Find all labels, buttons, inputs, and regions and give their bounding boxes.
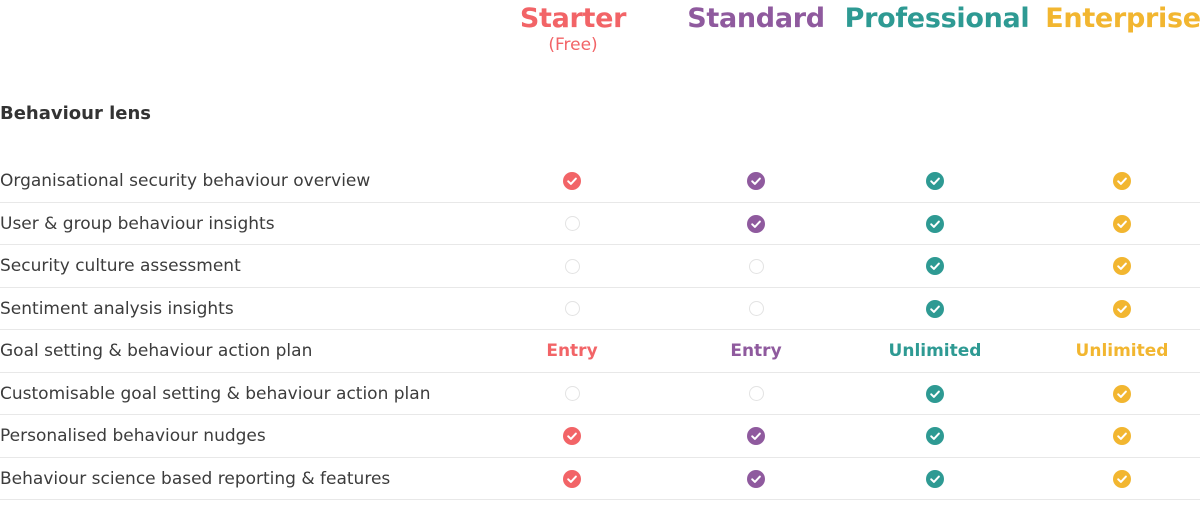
feature-cell-standard — [696, 458, 816, 500]
empty-circle-icon — [564, 301, 580, 316]
feature-cell-enterprise — [1062, 415, 1182, 457]
feature-label: User & group behaviour insights — [0, 213, 275, 234]
feature-label: Customisable goal setting & behaviour ac… — [0, 383, 431, 404]
section-title: Behaviour lens — [0, 103, 152, 124]
feature-row: Personalised behaviour nudges — [0, 415, 1200, 458]
feature-cell-professional — [875, 203, 995, 245]
check-circle-icon — [926, 172, 944, 190]
feature-cell-starter — [512, 415, 632, 457]
feature-cell-standard: Entry — [696, 330, 816, 372]
feature-cell-starter — [512, 203, 632, 245]
feature-cell-professional — [875, 415, 995, 457]
check-circle-icon — [563, 172, 581, 190]
empty-circle-icon — [564, 386, 580, 401]
feature-value-text: Entry — [546, 341, 598, 361]
empty-circle-icon — [748, 258, 764, 274]
check-circle-icon — [747, 172, 765, 190]
feature-cell-enterprise — [1062, 203, 1182, 245]
check-circle-icon — [1113, 299, 1131, 318]
plans-header: Starter (Free) Standard Professional Ent… — [480, 0, 1200, 70]
feature-cell-enterprise — [1062, 288, 1182, 330]
plan-enterprise-name: Enterprise — [1045, 3, 1200, 34]
feature-cell-enterprise — [1062, 245, 1182, 287]
feature-label: Sentiment analysis insights — [0, 298, 234, 319]
feature-row: Security culture assessment — [0, 245, 1200, 288]
check-circle-icon — [926, 427, 944, 445]
feature-row: User & group behaviour insights — [0, 203, 1200, 245]
check-circle-icon — [1113, 384, 1131, 403]
empty-circle-icon — [748, 301, 764, 316]
check-circle-icon — [926, 214, 944, 233]
feature-cell-standard — [696, 288, 816, 330]
feature-cell-starter — [512, 288, 632, 330]
feature-cell-enterprise — [1062, 458, 1182, 500]
feature-cell-standard — [696, 245, 816, 287]
feature-cell-starter — [512, 245, 632, 287]
plan-standard-name: Standard — [687, 3, 825, 34]
plan-starter: Starter (Free) — [492, 2, 654, 56]
plan-professional: Professional — [844, 2, 1030, 36]
check-circle-icon — [563, 469, 581, 488]
empty-circle-icon — [564, 216, 580, 231]
empty-circle-icon — [564, 258, 580, 274]
feature-value-text: Unlimited — [888, 341, 982, 361]
feature-row: Customisable goal setting & behaviour ac… — [0, 373, 1200, 415]
feature-cell-professional — [875, 160, 995, 202]
check-circle-icon — [747, 427, 765, 445]
check-circle-icon — [926, 257, 944, 275]
feature-cell-professional — [875, 458, 995, 500]
feature-label: Behaviour science based reporting & feat… — [0, 468, 391, 489]
feature-cell-professional — [875, 373, 995, 415]
plan-professional-name: Professional — [844, 3, 1030, 34]
feature-row: Behaviour science based reporting & feat… — [0, 458, 1200, 500]
feature-value-text: Entry — [730, 341, 782, 361]
feature-label: Personalised behaviour nudges — [0, 426, 266, 446]
check-circle-icon — [926, 469, 944, 488]
plan-standard: Standard — [676, 2, 836, 36]
feature-cell-enterprise — [1062, 373, 1182, 415]
feature-cell-standard — [696, 373, 816, 415]
plan-starter-name: Starter — [519, 3, 627, 34]
feature-row: Goal setting & behaviour action plan Entr… — [0, 330, 1200, 373]
feature-cell-professional — [875, 245, 995, 287]
feature-cell-enterprise: Unlimited — [1062, 330, 1182, 372]
plan-starter-sub: (Free) — [548, 35, 598, 55]
feature-row: Organisational security behaviour overvi… — [0, 160, 1200, 203]
feature-label: Goal setting & behaviour action plan — [0, 341, 313, 361]
feature-label: Security culture assessment — [0, 256, 241, 276]
feature-cell-standard — [696, 160, 816, 202]
check-circle-icon — [747, 214, 765, 233]
feature-cell-starter: Entry — [512, 330, 632, 372]
feature-label: Organisational security behaviour overvi… — [0, 171, 371, 191]
feature-row: Sentiment analysis insights — [0, 288, 1200, 330]
feature-cell-starter — [512, 160, 632, 202]
check-circle-icon — [1113, 427, 1131, 445]
check-circle-icon — [1113, 214, 1131, 233]
feature-cell-enterprise — [1062, 160, 1182, 202]
feature-value-text: Unlimited — [1075, 341, 1169, 361]
feature-cell-standard — [696, 203, 816, 245]
check-circle-icon — [926, 384, 944, 403]
feature-cell-starter — [512, 373, 632, 415]
check-circle-icon — [1113, 172, 1131, 190]
check-circle-icon — [1113, 469, 1131, 488]
check-circle-icon — [926, 299, 944, 318]
plan-enterprise: Enterprise — [1038, 2, 1200, 36]
feature-cell-professional — [875, 288, 995, 330]
feature-cell-starter — [512, 458, 632, 500]
check-circle-icon — [563, 427, 581, 445]
feature-cell-standard — [696, 415, 816, 457]
feature-cell-professional: Unlimited — [875, 330, 995, 372]
check-circle-icon — [1113, 257, 1131, 275]
check-circle-icon — [747, 469, 765, 488]
feature-table: Organisational security behaviour overvi… — [0, 160, 1200, 500]
empty-circle-icon — [748, 386, 764, 401]
